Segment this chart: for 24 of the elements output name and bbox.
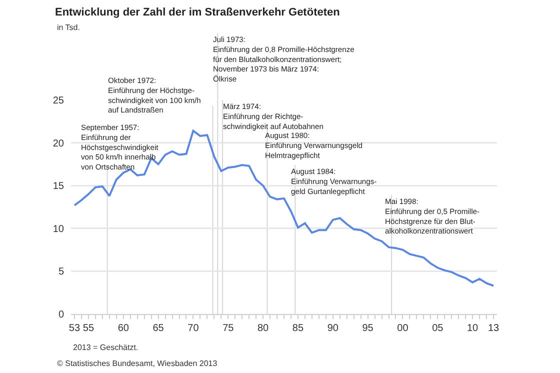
y-tick-label: 10 [52, 224, 64, 235]
x-tick-label: 85 [292, 323, 304, 334]
x-tick-label: 75 [222, 323, 234, 334]
x-tick-label: 70 [188, 323, 200, 334]
y-tick-label: 20 [52, 138, 64, 150]
y-tick-label: 5 [58, 266, 64, 278]
y-tick-label: 25 [52, 96, 64, 106]
x-tick-label: 90 [327, 323, 339, 334]
x-tick-label: 05 [432, 323, 444, 334]
x-tick-label: 00 [397, 323, 409, 334]
text: 2013 = Geschätzt. [73, 343, 138, 352]
x-tick-label: 13 [488, 323, 500, 334]
x-tick-label: 55 [82, 323, 94, 334]
x-tick-label: 53 [68, 323, 80, 334]
x-tick-label: 95 [362, 323, 374, 334]
x-tick-label: 60 [118, 323, 130, 334]
chart-title: Entwicklung der Zahl der im Straßenverkehr Getöteten [55, 6, 340, 19]
y-tick-label: 0 [58, 310, 64, 320]
x-tick-label: 10 [466, 323, 479, 334]
x-tick-label: 65 [152, 323, 164, 334]
x-tick-label: 80 [257, 323, 270, 334]
text: © Statistisches Bundesamt, Wiesbaden 2013 [57, 359, 218, 368]
y-tick-label: 15 [52, 181, 64, 192]
chart-subtitle: in Tsd. [57, 23, 80, 32]
